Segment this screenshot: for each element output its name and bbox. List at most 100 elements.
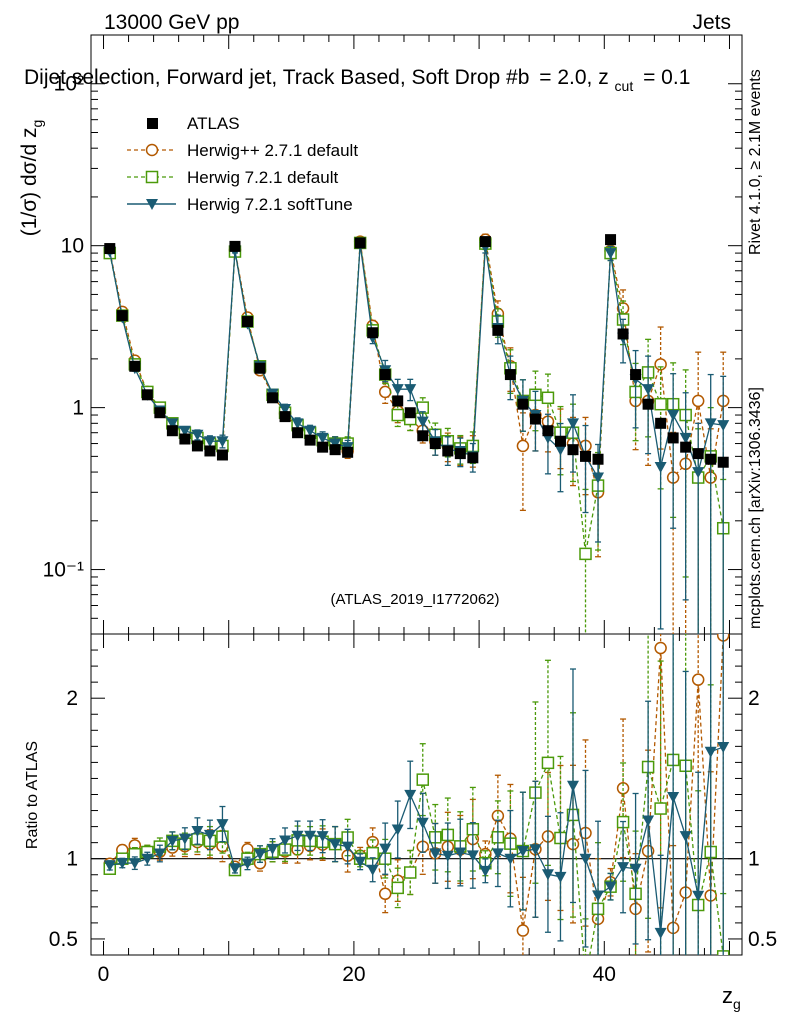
softtune-ratio-point	[228, 863, 241, 875]
atlas-point	[642, 398, 654, 410]
atlas-point	[241, 316, 253, 328]
analysis-id-label: (ATLAS_2019_I1772062)	[330, 591, 499, 608]
softtune-ratio-point	[141, 853, 154, 865]
atlas-point	[467, 452, 479, 464]
axes-layer: 0 20 40 10⁻¹ 1 10 10² 0.5 0.5 1 1 2 2	[43, 34, 777, 986]
herwig72-ratio-point	[416, 773, 430, 786]
herwig72-ratio-point	[366, 846, 379, 860]
atlas-point	[204, 445, 216, 457]
atlas-point	[254, 362, 266, 374]
x-tick-label: 20	[342, 963, 365, 986]
herwig72-ratio-point	[391, 881, 404, 895]
softtune-ratio-point	[529, 844, 542, 856]
atlas-point	[492, 324, 504, 336]
legend-marker-herwigpp	[145, 143, 159, 157]
softtune-ratio-point	[454, 847, 467, 859]
softtune-point	[416, 416, 429, 428]
softtune-point	[166, 418, 179, 430]
atlas-point	[116, 310, 128, 322]
atlas-point	[504, 369, 516, 381]
softtune-point	[191, 429, 204, 441]
softtune-ratio-point	[304, 830, 317, 842]
atlas-point	[292, 427, 304, 439]
softtune-ratio-point	[541, 869, 554, 881]
softtune-point	[667, 410, 680, 422]
mcplots-label: mcplots.cern.ch [arXiv:1306.3436]	[747, 387, 764, 629]
atlas-point	[216, 449, 228, 461]
softtune-point	[178, 425, 191, 437]
atlas-point	[229, 240, 241, 252]
herwig72-ratio-line	[109, 759, 724, 955]
softtune-ratio-point	[241, 858, 254, 870]
x-axis-label: zg	[722, 983, 741, 1012]
herwigpp-ratio-point	[378, 887, 392, 901]
atlas-point	[279, 411, 291, 423]
atlas-point	[605, 234, 617, 246]
atlas-point	[367, 327, 379, 339]
softtune-ratio-point	[203, 829, 216, 841]
softtune-ratio-point	[466, 850, 479, 862]
atlas-point	[617, 328, 629, 340]
y-tick-label: 10	[61, 235, 84, 258]
softtune-ratio-point	[479, 865, 492, 877]
softtune-ratio-point	[554, 871, 567, 883]
atlas-point	[104, 243, 116, 255]
softtune-ratio-point	[116, 858, 129, 870]
legend-label-softtune: Herwig 7.2.1 softTune	[187, 195, 353, 214]
atlas-point	[354, 237, 366, 249]
atlas-point	[417, 430, 429, 442]
ratio-y-tick-label-left: 0.5	[49, 928, 78, 951]
softtune-point	[316, 432, 329, 444]
y-axis-label-sub: g	[29, 120, 45, 128]
softtune-ratio-point	[692, 890, 705, 902]
softtune-ratio-point	[629, 863, 642, 875]
plot-title: Dijet selection, Forward jet, Track Base…	[24, 66, 690, 96]
ratio-plot-frame	[90, 633, 743, 956]
softtune-point	[704, 418, 717, 430]
atlas-point	[304, 434, 316, 446]
softtune-ratio-point	[504, 853, 517, 865]
softtune-point	[404, 384, 417, 396]
softtune-ratio-point	[566, 780, 579, 792]
atlas-point	[717, 456, 729, 468]
category-label: Jets	[692, 11, 731, 34]
herwig72-ratio-point	[403, 866, 417, 879]
softtune-ratio-point	[279, 835, 292, 847]
herwigpp-point	[516, 439, 530, 453]
herwigpp-ratio-point	[691, 673, 705, 686]
legend-marker-atlas	[147, 118, 158, 129]
softtune-ratio-point	[178, 833, 191, 845]
softtune-ratio-point	[679, 831, 692, 843]
softtune-point	[642, 384, 655, 396]
atlas-point	[317, 441, 329, 453]
softtune-point	[304, 425, 317, 437]
legend-label-herwigpp: Herwig++ 2.7.1 default	[187, 141, 358, 160]
atlas-point	[179, 433, 191, 445]
ratio-y-tick-label-right: 2	[748, 687, 760, 710]
softtune-ratio-point	[579, 853, 592, 865]
atlas-point	[129, 360, 141, 372]
herwig72-ratio-point	[580, 974, 591, 985]
series-softtune-ratio	[103, 634, 730, 955]
softtune-ratio-point	[166, 835, 179, 847]
legend-marker-softtune	[146, 199, 158, 210]
softtune-ratio-point	[254, 849, 267, 861]
atlas-point	[517, 398, 529, 410]
softtune-point	[291, 418, 304, 430]
softtune-ratio-point	[216, 819, 229, 831]
ratio-y-tick-label-right: 0.5	[748, 928, 777, 951]
softtune-ratio-point	[103, 860, 116, 872]
x-tick-label: 40	[593, 963, 616, 986]
atlas-point	[479, 236, 491, 248]
atlas-point	[442, 445, 454, 457]
y-tick-label: 10⁻¹	[43, 559, 84, 582]
softtune-point	[566, 418, 579, 430]
herwigpp-ratio-line	[109, 635, 724, 931]
plot-title-beta: = 2.0, z	[539, 66, 608, 89]
herwigpp-ratio-point	[516, 924, 530, 937]
plot-title-main: Dijet selection, Forward jet, Track Base…	[24, 66, 529, 89]
atlas-point	[667, 432, 679, 444]
softtune-ratio-point	[416, 817, 429, 829]
softtune-ratio-point	[704, 746, 717, 758]
legend: ATLAS Herwig++ 2.7.1 default Herwig 7.2.…	[127, 114, 358, 214]
